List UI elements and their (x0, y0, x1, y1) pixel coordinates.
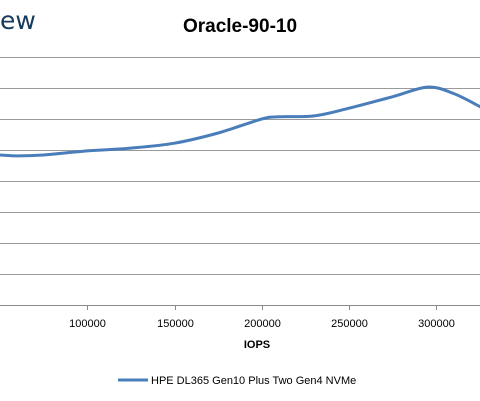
x-tick-label: 250000 (331, 318, 368, 330)
x-tick-label: 150000 (157, 318, 194, 330)
series-line (0, 85, 480, 158)
x-tick-label: 300000 (418, 318, 455, 330)
legend-label: HPE DL365 Gen10 Plus Two Gen4 NVMe (151, 375, 356, 387)
x-axis: 100000 150000 200000 250000 300000 (69, 305, 455, 330)
x-tick-label: 100000 (69, 318, 106, 330)
x-axis-title: IOPS (244, 339, 270, 351)
logo-fragment: ew (0, 6, 36, 35)
legend: HPE DL365 Gen10 Plus Two Gen4 NVMe (118, 375, 356, 387)
gridlines (0, 57, 480, 306)
chart-title: Oracle-90-10 (182, 16, 298, 37)
x-tick-label: 200000 (244, 318, 281, 330)
series-lines (0, 85, 480, 158)
